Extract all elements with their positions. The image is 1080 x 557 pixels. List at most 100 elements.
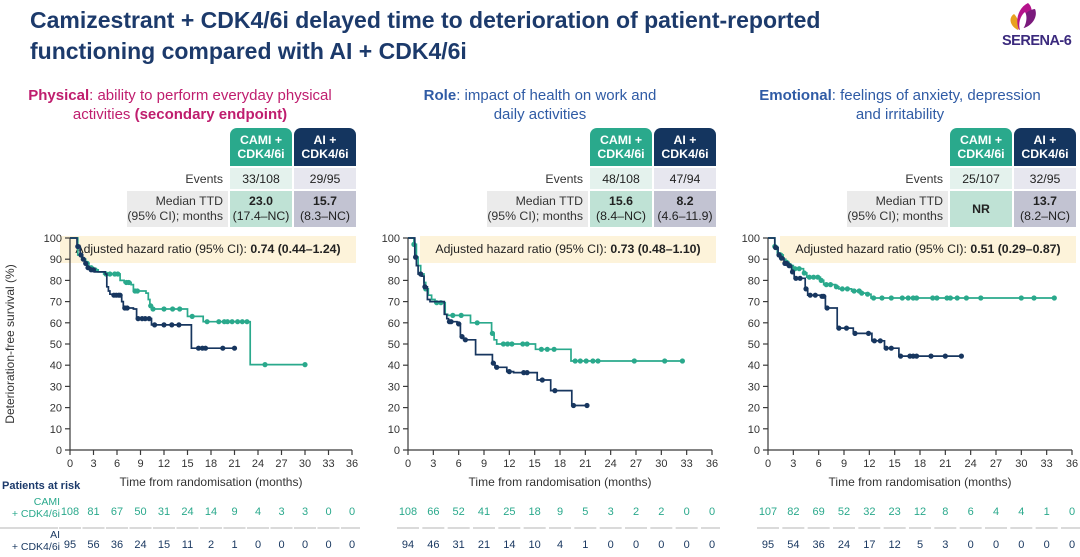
- svg-text:40: 40: [50, 360, 62, 372]
- censor-mark: [914, 295, 920, 301]
- at-risk-count: 107: [759, 506, 777, 518]
- at-risk-count: 4: [993, 506, 999, 518]
- at-risk-count: 52: [453, 506, 465, 518]
- at-risk-count: 4: [1018, 506, 1024, 518]
- censor-mark: [146, 316, 152, 322]
- at-risk-count: 18: [529, 506, 541, 518]
- at-risk-count: 5: [917, 539, 923, 551]
- censor-mark: [134, 288, 140, 294]
- svg-text:30: 30: [299, 458, 311, 470]
- svg-text:30: 30: [388, 381, 400, 393]
- censor-mark: [871, 295, 877, 301]
- svg-text:36: 36: [1066, 458, 1078, 470]
- censor-mark: [572, 358, 578, 364]
- censor-mark: [505, 341, 511, 347]
- censor-mark: [450, 312, 456, 318]
- at-risk-count: 0: [1044, 539, 1050, 551]
- svg-text:6: 6: [456, 458, 462, 470]
- censor-mark: [459, 334, 465, 340]
- at-risk-count: 4: [557, 539, 563, 551]
- at-risk-count: 36: [813, 539, 825, 551]
- censor-mark: [888, 345, 894, 351]
- censor-mark: [662, 358, 668, 364]
- svg-text:21: 21: [228, 458, 240, 470]
- summary-table-emotional: CAMI + CDK4/6i AI + CDK4/6i Events 25/107 …: [847, 128, 1076, 227]
- censor-mark: [797, 275, 803, 281]
- svg-text:60: 60: [748, 318, 760, 330]
- at-risk-count: 69: [813, 506, 825, 518]
- censor-mark: [811, 274, 817, 280]
- median-ai-value: 8.2 (4.6–11.9): [654, 191, 716, 227]
- x-axis-label: Time from randomisation (months): [469, 475, 652, 489]
- summary-table-role: CAMI + CDK4/6i AI + CDK4/6i Events 48/108 …: [487, 128, 716, 227]
- censor-mark: [231, 345, 238, 351]
- censor-mark: [506, 369, 512, 375]
- hazard-ratio-banner: Adjusted hazard ratio (95% CI): 0.51 (0.…: [780, 236, 1076, 263]
- at-risk-count: 1: [1044, 506, 1050, 518]
- svg-text:50: 50: [748, 339, 760, 351]
- censor-mark: [411, 241, 417, 247]
- censor-mark: [833, 284, 839, 290]
- censor-mark: [539, 377, 545, 383]
- svg-text:15: 15: [889, 458, 901, 470]
- empty-cell: [847, 128, 948, 166]
- censor-mark: [877, 338, 883, 344]
- censor-mark: [117, 292, 123, 298]
- censor-mark: [843, 325, 850, 331]
- heading-lead: Role: [423, 87, 457, 104]
- censor-mark: [448, 319, 454, 325]
- censor-mark: [75, 243, 81, 250]
- at-risk-count: 67: [111, 506, 123, 518]
- svg-text:6: 6: [114, 458, 120, 470]
- censor-mark: [954, 295, 960, 301]
- at-risk-count: 81: [87, 506, 99, 518]
- censor-mark: [851, 288, 857, 294]
- x-axis-label: Time from randomisation (months): [829, 475, 1012, 489]
- censor-mark: [115, 271, 121, 277]
- at-risk-count: 3: [278, 506, 284, 518]
- svg-text:3: 3: [430, 458, 436, 470]
- censor-mark: [142, 316, 148, 322]
- at-risk-count: 1: [582, 539, 588, 551]
- events-ai-value: 47/94: [654, 168, 716, 189]
- at-risk-count: 11: [182, 539, 193, 551]
- at-risk-count: 0: [684, 539, 690, 551]
- median-ai-value: 13.7 (8.2–NC): [1014, 191, 1076, 227]
- censor-mark: [216, 319, 222, 325]
- censor-mark: [538, 346, 544, 352]
- heading-rest: : ability to perform everyday physical: [89, 87, 332, 104]
- at-risk-count: 95: [64, 539, 76, 551]
- svg-text:30: 30: [50, 381, 62, 393]
- censor-mark: [524, 370, 530, 376]
- svg-text:15: 15: [181, 458, 193, 470]
- censor-mark: [494, 364, 500, 370]
- col-header-ai: AI + CDK4/6i: [654, 128, 716, 166]
- censor-mark: [871, 338, 877, 344]
- censor-mark: [490, 360, 496, 366]
- censor-mark: [302, 362, 308, 368]
- svg-text:3: 3: [90, 458, 96, 470]
- at-risk-count: 3: [942, 539, 948, 551]
- at-risk-count: 2: [658, 506, 664, 518]
- heading-lead: Emotional: [759, 87, 832, 104]
- at-risk-count: 23: [889, 506, 901, 518]
- at-risk-count: 0: [349, 506, 355, 518]
- events-cami-value: 48/108: [590, 168, 652, 189]
- censor-mark: [551, 346, 557, 352]
- svg-text:0: 0: [394, 445, 400, 457]
- at-risk-count: 0: [255, 539, 261, 551]
- censor-mark: [803, 286, 809, 292]
- at-risk-count: 0: [302, 539, 308, 551]
- at-risk-count: 0: [325, 506, 331, 518]
- censor-mark: [852, 330, 858, 336]
- panels-row: Physical: ability to perform everyday ph…: [0, 86, 1080, 557]
- censor-mark: [595, 358, 601, 364]
- censor-mark: [126, 279, 132, 286]
- at-risk-count: 0: [1018, 539, 1024, 551]
- censor-mark: [422, 284, 428, 290]
- median-ai-value: 15.7 (8.3–NC): [294, 191, 356, 227]
- events-row-label: Events: [185, 171, 223, 186]
- svg-text:10: 10: [748, 424, 760, 436]
